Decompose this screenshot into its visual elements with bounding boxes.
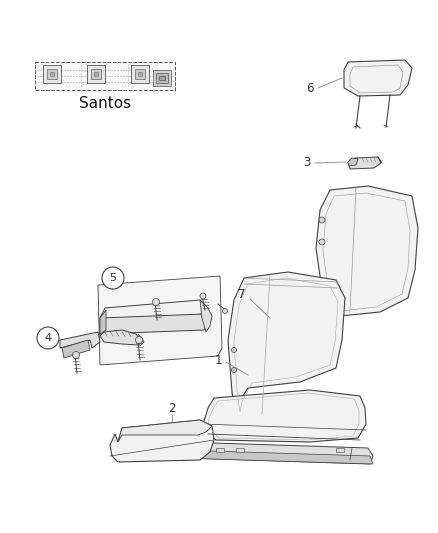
Bar: [35, 62, 175, 90]
Polygon shape: [203, 390, 366, 442]
Bar: [47, 69, 57, 79]
Text: 2: 2: [168, 401, 176, 415]
Polygon shape: [344, 60, 412, 96]
Polygon shape: [110, 420, 214, 462]
Circle shape: [223, 309, 227, 313]
Text: 4: 4: [44, 333, 52, 343]
Bar: [94, 72, 98, 76]
Circle shape: [73, 351, 80, 359]
Text: Santos: Santos: [79, 96, 131, 111]
Text: 3: 3: [303, 157, 311, 169]
Polygon shape: [100, 330, 140, 345]
Polygon shape: [316, 186, 418, 316]
Circle shape: [319, 217, 325, 223]
Polygon shape: [178, 442, 373, 464]
Bar: [87, 65, 105, 83]
Circle shape: [200, 293, 206, 299]
Circle shape: [102, 267, 124, 289]
Polygon shape: [100, 300, 208, 322]
Bar: [50, 72, 54, 76]
Circle shape: [232, 348, 237, 352]
Polygon shape: [336, 448, 344, 452]
Text: 1: 1: [214, 353, 222, 367]
Polygon shape: [100, 314, 208, 334]
Circle shape: [232, 367, 237, 373]
Polygon shape: [216, 448, 224, 452]
Circle shape: [319, 239, 325, 245]
Polygon shape: [348, 158, 358, 166]
Polygon shape: [228, 272, 345, 415]
Polygon shape: [348, 157, 381, 169]
Bar: [156, 73, 168, 83]
Bar: [135, 69, 145, 79]
Text: 5: 5: [110, 273, 117, 283]
Text: 7: 7: [238, 288, 246, 302]
Polygon shape: [100, 310, 106, 334]
Circle shape: [37, 327, 59, 349]
Text: 6: 6: [306, 82, 314, 94]
Circle shape: [135, 336, 142, 343]
Polygon shape: [118, 420, 212, 442]
Polygon shape: [236, 448, 244, 452]
Polygon shape: [200, 300, 212, 332]
Circle shape: [152, 298, 159, 305]
Bar: [153, 70, 171, 86]
Bar: [159, 76, 165, 80]
Bar: [43, 65, 61, 83]
Polygon shape: [62, 340, 90, 358]
Polygon shape: [98, 276, 222, 365]
Polygon shape: [60, 332, 100, 348]
Bar: [91, 69, 101, 79]
Polygon shape: [138, 334, 144, 346]
Bar: [138, 72, 142, 76]
Polygon shape: [196, 448, 204, 452]
Bar: [131, 65, 149, 83]
Polygon shape: [178, 450, 373, 464]
